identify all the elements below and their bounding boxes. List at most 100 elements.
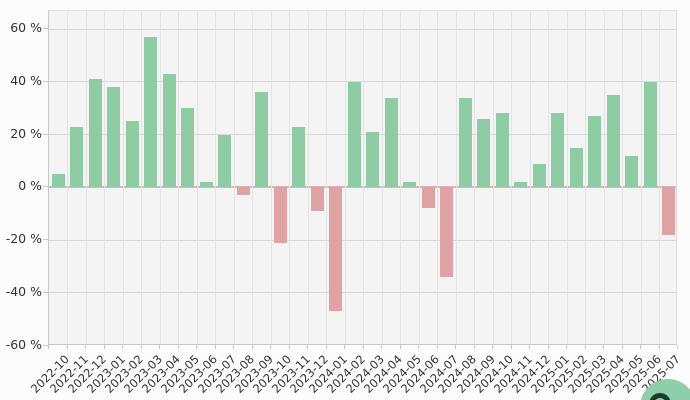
- x-axis-tick: [344, 345, 345, 349]
- bar-2024-02[interactable]: [347, 81, 361, 188]
- bar-2023-02[interactable]: [125, 121, 139, 188]
- ring-icon: [649, 393, 671, 400]
- x-axis-tick: [140, 345, 142, 349]
- x-axis-tick: [473, 345, 475, 349]
- x-axis-tick: [603, 345, 604, 349]
- bar-2024-11[interactable]: [514, 182, 528, 188]
- v-gridline: [548, 11, 549, 344]
- v-gridline: [529, 11, 531, 344]
- bar-2023-01[interactable]: [107, 87, 121, 188]
- y-tick-label: 40 %: [10, 72, 42, 88]
- x-axis-tick: [418, 345, 419, 349]
- x-axis-tick: [399, 345, 401, 349]
- v-gridline: [418, 11, 420, 344]
- x-axis-tick: [529, 345, 530, 349]
- v-gridline: [400, 11, 401, 344]
- bar-2024-05[interactable]: [403, 182, 417, 188]
- y-axis-tick: [43, 186, 48, 188]
- v-gridline: [159, 11, 161, 344]
- bar-2025-03[interactable]: [588, 116, 602, 188]
- h-gridline: [49, 81, 676, 83]
- x-axis-tick: [492, 345, 493, 349]
- v-gridline: [215, 11, 216, 344]
- y-axis-tick: [43, 291, 48, 293]
- bar-2025-04[interactable]: [606, 95, 620, 188]
- bar-2022-12[interactable]: [88, 79, 102, 188]
- bar-2023-10[interactable]: [273, 187, 287, 243]
- v-gridline: [270, 11, 272, 344]
- bar-2025-07[interactable]: [662, 187, 676, 235]
- v-gridline: [511, 11, 512, 344]
- x-axis-tick: [325, 345, 327, 349]
- bar-2024-07[interactable]: [440, 187, 454, 277]
- v-gridline: [289, 11, 290, 344]
- h-gridline: [49, 28, 676, 30]
- plot-area: [48, 10, 677, 345]
- bar-2022-11[interactable]: [70, 126, 84, 188]
- x-axis-tick: [270, 345, 271, 349]
- y-tick-label: -60 %: [5, 336, 42, 352]
- v-gridline: [307, 11, 309, 344]
- x-axis-tick: [48, 345, 49, 349]
- bar-2024-10[interactable]: [495, 113, 509, 188]
- v-gridline: [381, 11, 383, 344]
- x-axis-tick: [85, 345, 86, 349]
- bar-2023-06[interactable]: [199, 182, 213, 188]
- y-tick-label: -20 %: [5, 231, 42, 247]
- bar-2025-02[interactable]: [569, 147, 583, 188]
- v-gridline: [566, 11, 568, 344]
- bar-2024-04[interactable]: [384, 97, 398, 188]
- bar-2025-06[interactable]: [643, 81, 657, 188]
- y-tick-label: 0 %: [18, 178, 42, 194]
- help-fab-button[interactable]: [640, 379, 690, 400]
- x-axis-tick: [455, 345, 456, 349]
- v-gridline: [67, 11, 68, 344]
- bar-2025-01[interactable]: [551, 113, 565, 188]
- v-gridline: [252, 11, 253, 344]
- v-gridline: [603, 11, 605, 344]
- bar-2024-03[interactable]: [366, 131, 380, 188]
- x-axis-tick: [362, 345, 364, 349]
- bar-2025-05[interactable]: [625, 155, 639, 188]
- v-gridline: [233, 11, 235, 344]
- h-gridline: [49, 239, 676, 241]
- bar-2023-12[interactable]: [310, 187, 324, 212]
- h-gridline: [49, 292, 676, 294]
- x-axis-tick: [177, 345, 179, 349]
- x-axis-tick: [547, 345, 549, 349]
- x-axis-tick: [196, 345, 197, 349]
- v-gridline: [585, 11, 586, 344]
- bar-2023-05[interactable]: [181, 108, 195, 188]
- bar-2024-08[interactable]: [458, 97, 472, 188]
- x-axis-tick: [381, 345, 382, 349]
- v-gridline: [622, 11, 623, 344]
- bar-2023-04[interactable]: [162, 73, 176, 188]
- y-axis-tick: [43, 28, 48, 30]
- v-gridline: [659, 11, 660, 344]
- bar-2023-09[interactable]: [255, 92, 269, 188]
- bar-2024-09[interactable]: [477, 118, 491, 188]
- x-axis-tick: [288, 345, 290, 349]
- v-gridline: [437, 11, 438, 344]
- v-gridline: [363, 11, 364, 344]
- bar-2022-10[interactable]: [51, 174, 65, 188]
- bar-2023-11[interactable]: [292, 126, 306, 188]
- bar-2023-03[interactable]: [144, 36, 158, 188]
- v-gridline: [178, 11, 179, 344]
- v-gridline: [640, 11, 642, 344]
- y-axis-tick: [43, 344, 48, 346]
- bar-2023-08[interactable]: [236, 187, 250, 196]
- y-tick-label: -40 %: [5, 283, 42, 299]
- bar-2023-07[interactable]: [218, 134, 232, 188]
- x-axis-tick: [214, 345, 216, 349]
- zero-line: [49, 186, 676, 189]
- bar-2024-01[interactable]: [329, 187, 343, 312]
- v-gridline: [492, 11, 494, 344]
- bar-2024-06[interactable]: [421, 187, 435, 209]
- v-gridline: [85, 11, 87, 344]
- x-axis-tick: [436, 345, 438, 349]
- x-axis-tick: [677, 345, 678, 349]
- x-axis-tick: [584, 345, 586, 349]
- bar-2024-12[interactable]: [532, 163, 546, 188]
- y-axis-tick: [43, 80, 48, 82]
